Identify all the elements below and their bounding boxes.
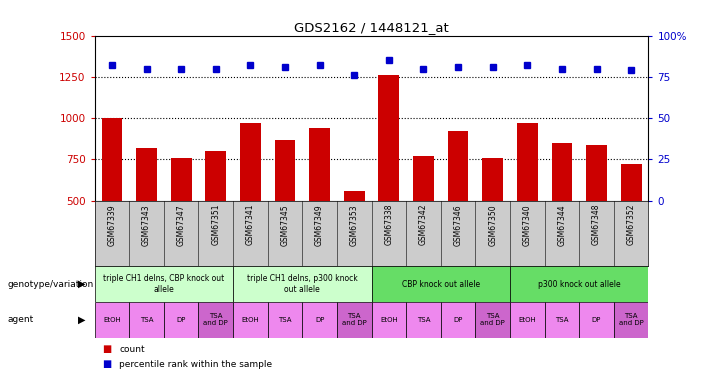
Bar bbox=[198, 302, 233, 338]
Bar bbox=[475, 302, 510, 338]
Text: count: count bbox=[119, 345, 145, 354]
Bar bbox=[164, 302, 198, 338]
Bar bbox=[268, 302, 302, 338]
Bar bbox=[275, 140, 295, 283]
Text: DP: DP bbox=[592, 316, 601, 322]
Text: DP: DP bbox=[177, 316, 186, 322]
Bar bbox=[510, 302, 545, 338]
Bar bbox=[136, 148, 157, 283]
Bar bbox=[406, 302, 441, 338]
Text: GSM67349: GSM67349 bbox=[315, 204, 324, 246]
Text: ▶: ▶ bbox=[79, 279, 86, 289]
Bar bbox=[171, 158, 191, 283]
Bar bbox=[129, 302, 164, 338]
Bar bbox=[233, 266, 372, 302]
Text: TSA: TSA bbox=[416, 316, 430, 322]
Bar bbox=[448, 131, 468, 283]
Bar bbox=[240, 123, 261, 283]
Text: EtOH: EtOH bbox=[242, 316, 259, 322]
Text: TSA: TSA bbox=[555, 316, 569, 322]
Text: GSM67341: GSM67341 bbox=[246, 204, 255, 245]
Text: GSM67339: GSM67339 bbox=[107, 204, 116, 246]
Text: GSM67347: GSM67347 bbox=[177, 204, 186, 246]
Text: p300 knock out allele: p300 knock out allele bbox=[538, 280, 620, 289]
Text: GSM67342: GSM67342 bbox=[419, 204, 428, 245]
Bar bbox=[205, 151, 226, 283]
Text: ■: ■ bbox=[102, 344, 111, 354]
Bar bbox=[510, 266, 648, 302]
Bar bbox=[517, 123, 538, 283]
Text: percentile rank within the sample: percentile rank within the sample bbox=[119, 360, 272, 369]
Bar bbox=[372, 302, 406, 338]
Bar bbox=[95, 266, 233, 302]
Text: GSM67346: GSM67346 bbox=[454, 204, 463, 246]
Text: EtOH: EtOH bbox=[103, 316, 121, 322]
Text: TSA
and DP: TSA and DP bbox=[342, 313, 367, 326]
Bar bbox=[579, 302, 614, 338]
Bar bbox=[309, 128, 330, 283]
Text: GSM67345: GSM67345 bbox=[280, 204, 290, 246]
Text: GSM67343: GSM67343 bbox=[142, 204, 151, 246]
Bar bbox=[413, 156, 434, 283]
Text: GSM67338: GSM67338 bbox=[384, 204, 393, 245]
Text: ▶: ▶ bbox=[79, 315, 86, 325]
Bar bbox=[372, 266, 510, 302]
Text: GSM67353: GSM67353 bbox=[350, 204, 359, 246]
Text: EtOH: EtOH bbox=[380, 316, 397, 322]
Bar bbox=[95, 302, 129, 338]
Text: DP: DP bbox=[454, 316, 463, 322]
Bar bbox=[302, 302, 337, 338]
Bar bbox=[344, 191, 365, 283]
Bar bbox=[337, 302, 372, 338]
Bar bbox=[441, 302, 475, 338]
Text: genotype/variation: genotype/variation bbox=[7, 280, 93, 289]
Bar bbox=[614, 302, 648, 338]
Text: ■: ■ bbox=[102, 360, 111, 369]
Bar bbox=[621, 164, 641, 283]
Text: TSA
and DP: TSA and DP bbox=[203, 313, 228, 326]
Bar bbox=[379, 75, 400, 283]
Bar bbox=[102, 118, 123, 283]
Bar bbox=[545, 302, 579, 338]
Text: triple CH1 delns, CBP knock out
allele: triple CH1 delns, CBP knock out allele bbox=[103, 274, 224, 294]
Text: TSA
and DP: TSA and DP bbox=[480, 313, 505, 326]
Bar bbox=[233, 302, 268, 338]
Text: GSM67344: GSM67344 bbox=[557, 204, 566, 246]
Text: agent: agent bbox=[7, 315, 33, 324]
Text: TSA: TSA bbox=[139, 316, 154, 322]
Text: GSM67340: GSM67340 bbox=[523, 204, 532, 246]
Bar bbox=[586, 144, 607, 283]
Text: GSM67351: GSM67351 bbox=[211, 204, 220, 245]
Text: triple CH1 delns, p300 knock
out allele: triple CH1 delns, p300 knock out allele bbox=[247, 274, 358, 294]
Text: DP: DP bbox=[315, 316, 325, 322]
Text: TSA
and DP: TSA and DP bbox=[619, 313, 644, 326]
Text: TSA: TSA bbox=[278, 316, 292, 322]
Title: GDS2162 / 1448121_at: GDS2162 / 1448121_at bbox=[294, 21, 449, 34]
Text: GSM67350: GSM67350 bbox=[488, 204, 497, 246]
Text: EtOH: EtOH bbox=[519, 316, 536, 322]
Text: GSM67352: GSM67352 bbox=[627, 204, 636, 245]
Bar bbox=[482, 158, 503, 283]
Text: GSM67348: GSM67348 bbox=[592, 204, 601, 245]
Text: CBP knock out allele: CBP knock out allele bbox=[402, 280, 479, 289]
Bar bbox=[552, 143, 572, 283]
